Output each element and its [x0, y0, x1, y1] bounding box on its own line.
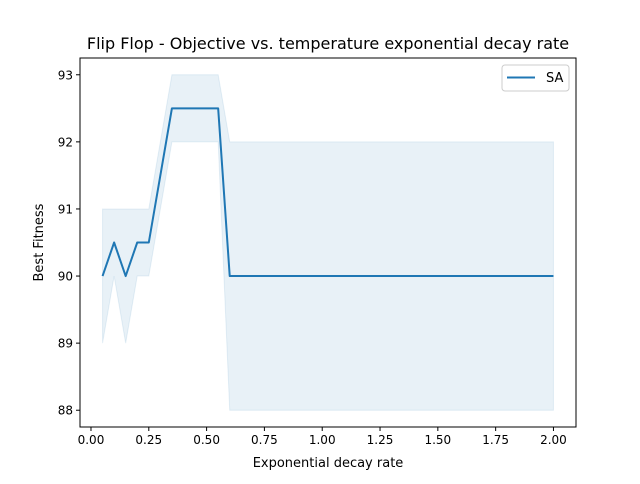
x-tick-label: 0.00 [78, 433, 105, 447]
x-tick-label: 0.50 [193, 433, 220, 447]
x-tick-label: 2.00 [540, 433, 567, 447]
chart-title: Flip Flop - Objective vs. temperature ex… [87, 34, 569, 53]
y-axis-ticks: 88 89 90 91 92 93 [58, 68, 80, 418]
x-tick-label: 1.25 [367, 433, 394, 447]
legend-box [501, 64, 570, 92]
confidence-band-layer [102, 74, 554, 411]
y-axis-label: Best Fitness [32, 203, 47, 281]
legend-label-sa: SA [546, 71, 563, 86]
x-tick-label: 1.75 [482, 433, 509, 447]
x-tick-label: 0.25 [135, 433, 162, 447]
confidence-band-0 [102, 74, 554, 411]
y-tick-label: 89 [58, 337, 73, 351]
y-tick-label: 92 [58, 135, 73, 149]
axes-frame [79, 57, 577, 428]
x-tick-label: 1.00 [309, 433, 336, 447]
y-tick-label: 88 [58, 404, 73, 418]
x-tick-label: 1.50 [424, 433, 451, 447]
x-axis-label: Exponential decay rate [253, 456, 404, 471]
y-tick-label: 93 [58, 68, 73, 82]
x-axis-ticks: 0.00 0.25 0.50 0.75 1.00 1.25 1.50 1.75 2.00 [78, 427, 567, 447]
series-line-layer [101, 107, 554, 278]
y-tick-label: 90 [58, 270, 73, 284]
series-line-0 [101, 107, 554, 278]
legend: SA [501, 64, 570, 92]
y-tick-label: 91 [58, 202, 73, 216]
x-tick-label: 0.75 [251, 433, 278, 447]
